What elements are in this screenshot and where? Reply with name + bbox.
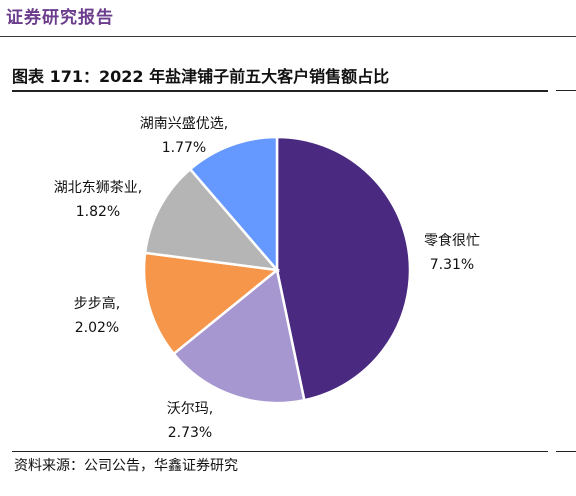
pie-slice-hubei-dongshi <box>143 167 281 272</box>
figure-title-divider <box>12 90 548 92</box>
figure-title-divider-ext <box>556 90 576 91</box>
pie-slice-walmart <box>171 267 306 405</box>
header-divider <box>0 36 576 37</box>
slice-value-bubugao: 2.02% <box>75 320 119 336</box>
pie-slice-bubugao <box>142 251 281 356</box>
slice-value-walmart: 2.73% <box>168 425 212 441</box>
pie-slice-lingshi-henmang <box>275 135 412 402</box>
report-header-title: 证券研究报告 <box>6 8 114 28</box>
slice-value-hunan-xingsheng: 1.77% <box>162 140 206 156</box>
pie-labels: 零食很忙 7.31% 沃尔玛, 2.73% 步步高, 2.02% 湖北东狮茶业, 1.82% 湖… <box>54 116 480 441</box>
slice-label-hubei-dongshi: 湖北东狮茶业, <box>54 180 142 196</box>
slice-label-hunan-xingsheng: 湖南兴盛优选, <box>140 116 228 132</box>
slice-value-lingshi-henmang: 7.31% <box>430 257 474 273</box>
slice-label-walmart: 沃尔玛, <box>167 401 213 417</box>
slice-value-hubei-dongshi: 1.82% <box>76 204 120 220</box>
slice-label-bubugao: 步步高, <box>74 295 120 312</box>
source-divider <box>12 451 548 452</box>
source-note: 资料来源：公司公告，华鑫证券研究 <box>14 458 238 474</box>
source-divider-ext <box>556 451 576 452</box>
pie-slice-hunan-xingsheng <box>188 135 279 274</box>
slice-label-lingshi-henmang: 零食很忙 <box>424 232 480 249</box>
figure-title: 图表 171：2022 年盐津铺子前五大客户销售额占比 <box>12 67 390 86</box>
pie-slices <box>142 135 412 405</box>
